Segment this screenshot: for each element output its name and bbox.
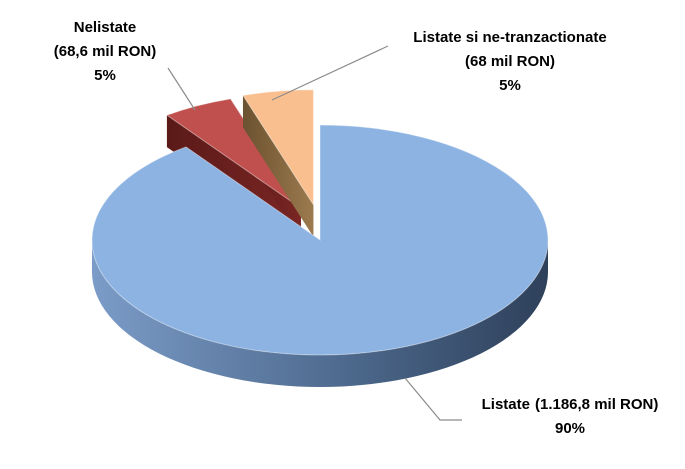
label-part: Nelistate — [74, 19, 137, 36]
data-label: 5% — [499, 77, 521, 94]
label-part: 90% — [555, 420, 585, 437]
label-part: 5% — [499, 77, 521, 94]
data-label: Listate si ne-tranzactionate — [413, 29, 606, 46]
leader-line — [167, 67, 196, 111]
slice-side — [242, 95, 314, 237]
data-label: Nelistate — [74, 19, 137, 36]
label-part: (1.186,8 mil RON) — [535, 396, 658, 413]
label-part: 5% — [94, 67, 116, 84]
leader-line — [404, 377, 462, 421]
data-label: Listate (1.186,8 mil RON) — [482, 396, 659, 413]
label-part: Listate si ne-tranzactionate — [413, 29, 606, 46]
label-part: (68,6 mil RON) — [54, 43, 157, 60]
slice — [91, 124, 549, 356]
slice-wall — [92, 240, 548, 387]
data-label: 5% — [94, 67, 116, 84]
data-label: (68,6 mil RON) — [54, 43, 157, 60]
data-label: 90% — [555, 420, 585, 437]
label-part: Listate — [482, 396, 530, 413]
label-part: (68 mil RON) — [465, 53, 555, 70]
slice — [165, 98, 302, 209]
data-label: (68 mil RON) — [465, 53, 555, 70]
slice — [242, 89, 314, 207]
leader-line — [271, 45, 389, 101]
